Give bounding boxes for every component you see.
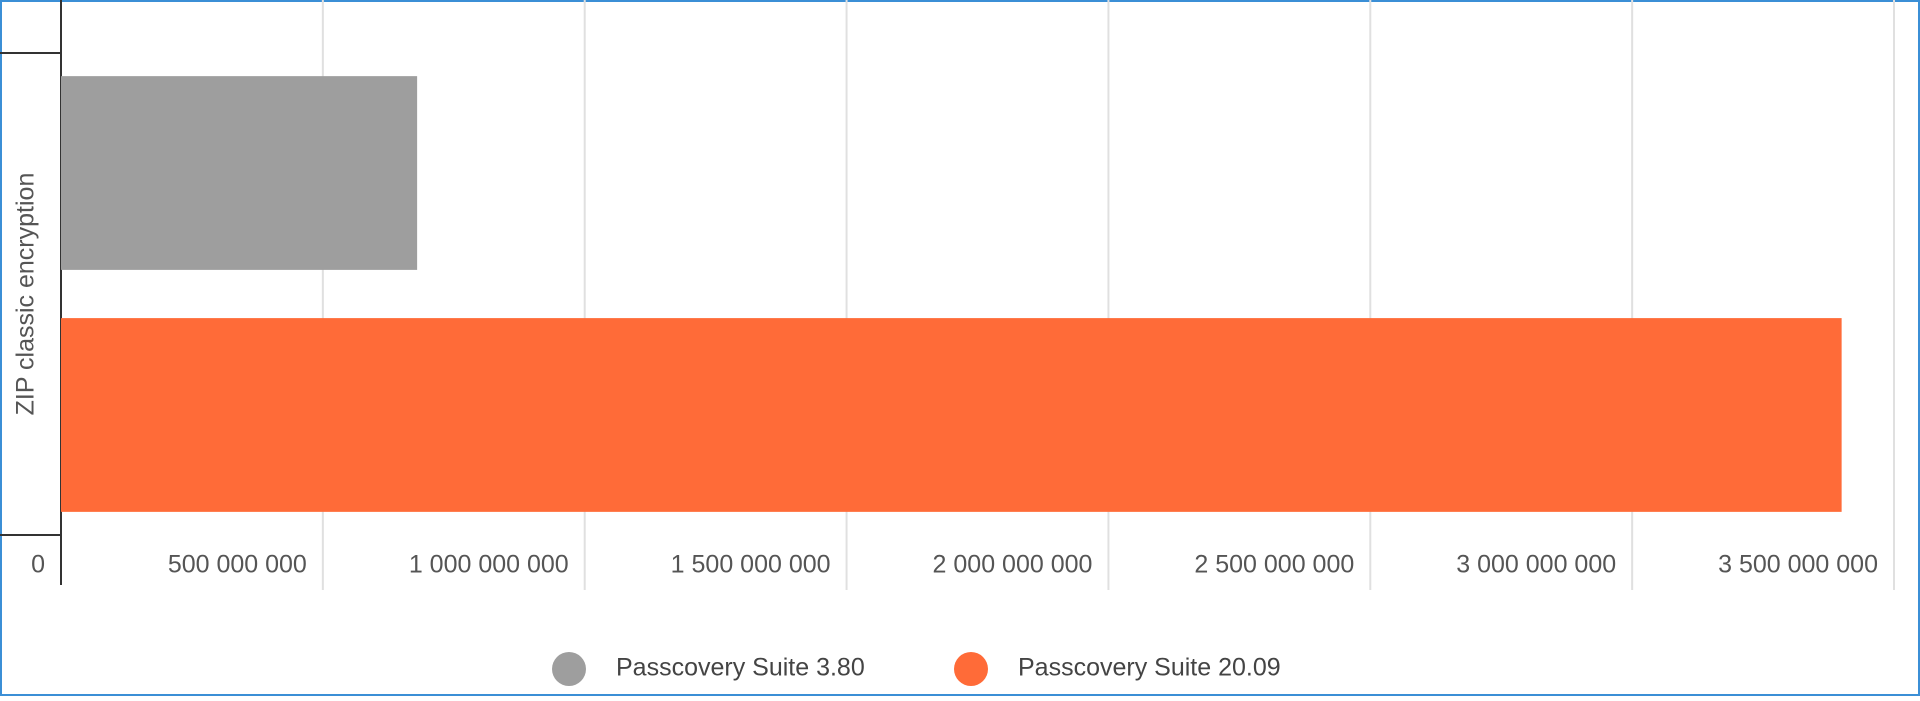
legend-label: Passcovery Suite 20.09 [1018, 654, 1281, 682]
legend-label: Passcovery Suite 3.80 [616, 654, 865, 682]
bar [61, 318, 1842, 512]
category-label: ZIP classic encryption [12, 173, 40, 416]
x-tick-label: 1 000 000 000 [409, 551, 569, 579]
x-tick-label: 1 500 000 000 [671, 551, 831, 579]
legend-marker [954, 652, 988, 686]
x-tick-label: 3 000 000 000 [1456, 551, 1616, 579]
x-tick-label: 500 000 000 [168, 551, 307, 579]
x-tick-label: 3 500 000 000 [1718, 551, 1878, 579]
x-tick-label: 0 [31, 551, 45, 579]
x-tick-label: 2 500 000 000 [1194, 551, 1354, 579]
bar [61, 76, 418, 270]
x-tick-label: 2 000 000 000 [933, 551, 1093, 579]
legend-marker [552, 652, 586, 686]
